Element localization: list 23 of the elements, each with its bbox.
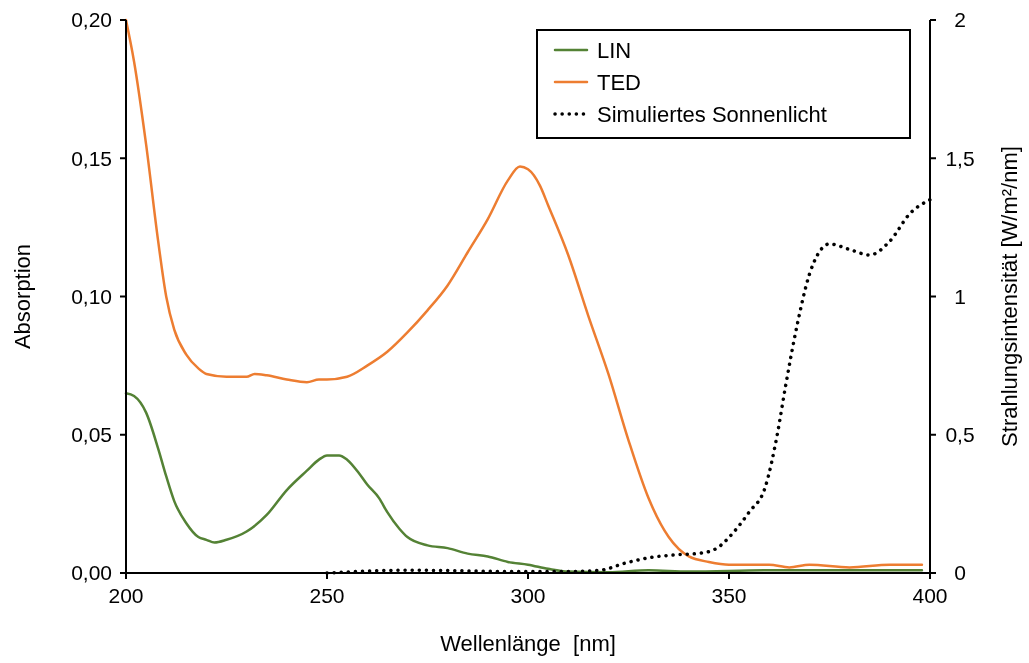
- line-series: [124, 18, 924, 569]
- x-tick-label: 300: [510, 584, 546, 607]
- legend-label: TED: [597, 69, 641, 95]
- y2-axis-title: Strahlungsintensität [W/m²/nm]: [997, 146, 1022, 447]
- legend-label: Simuliertes Sonnenlicht: [597, 101, 827, 127]
- x-tick-label: 200: [108, 584, 144, 607]
- y2-tick-label: 2: [954, 8, 966, 32]
- y2-tick-label: 0: [954, 561, 966, 585]
- x-tick-label: 250: [309, 584, 345, 607]
- y2-tick-label: 1,5: [945, 146, 975, 170]
- y2-tick-label: 1: [954, 284, 966, 308]
- y-tick-label: 0,15: [71, 146, 112, 170]
- y-tick-label: 0,10: [71, 284, 112, 308]
- y-axis-title: Absorption: [10, 243, 35, 350]
- legend-label: LIN: [597, 37, 632, 63]
- y-tick-label: 0,05: [71, 423, 112, 447]
- x-tick-label: 400: [912, 584, 948, 607]
- line-series: [124, 392, 924, 574]
- x-axis-title: Wellenlänge [nm]: [440, 631, 616, 656]
- y-tick-label: 0,20: [71, 8, 112, 32]
- y2-tick-label: 0,5: [945, 423, 975, 447]
- x-tick-label: 350: [711, 584, 747, 607]
- y-tick-label: 0,00: [71, 561, 112, 585]
